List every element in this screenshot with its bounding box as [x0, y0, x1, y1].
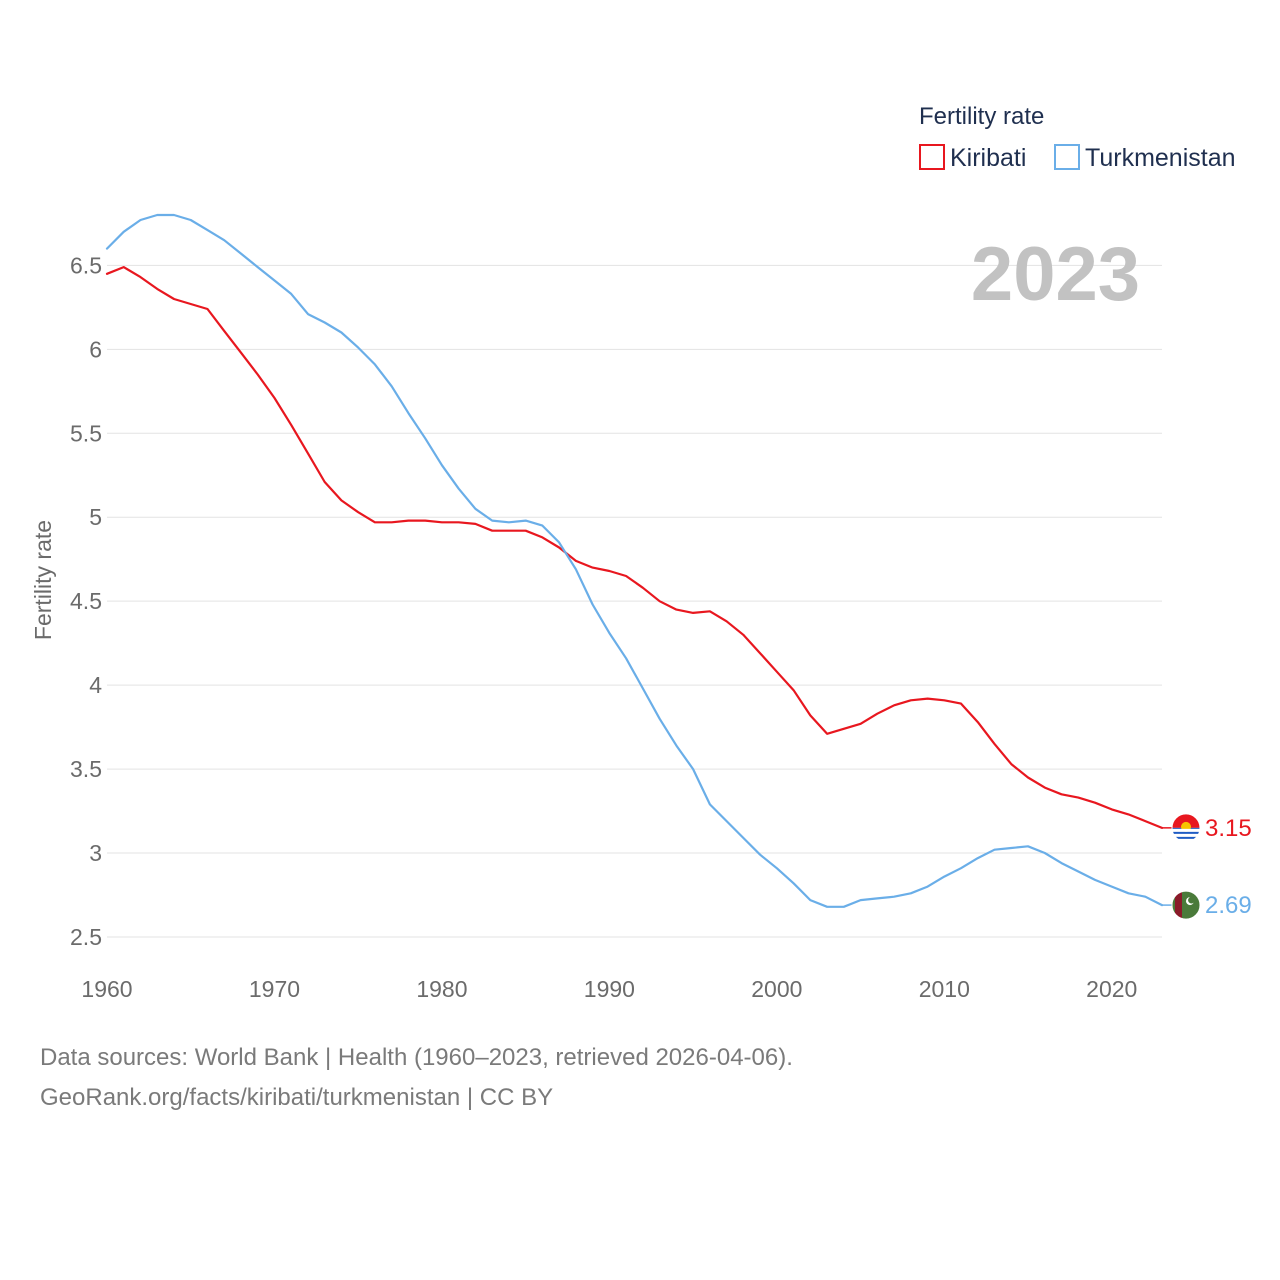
end-label-layer: 3.15 2.69 — [1162, 813, 1252, 920]
series-line-kiribati[interactable] — [105, 266, 1164, 830]
y-tick-label: 3 — [89, 840, 102, 866]
y-axis-label: Fertility rate — [30, 520, 56, 640]
legend-title: Fertility rate — [919, 103, 1044, 130]
y-tick-label: 5.5 — [70, 420, 102, 446]
x-tick-label: 2020 — [1086, 976, 1137, 1002]
turkmenistan-flag-icon — [1171, 890, 1201, 920]
legend-item-kiribati[interactable]: Kiribati — [919, 144, 1026, 172]
end-value-label-kiribati: 3.15 — [1205, 815, 1252, 842]
y-tick-label: 6 — [89, 336, 102, 362]
series-layer — [105, 213, 1164, 908]
legend-swatch-turkmenistan — [1054, 144, 1080, 170]
end-value-label-turkmenistan: 2.69 — [1205, 892, 1252, 919]
legend-swatch-kiribati — [919, 144, 945, 170]
x-tick-label: 1980 — [416, 976, 467, 1002]
legend-label-kiribati: Kiribati — [950, 144, 1026, 172]
series-line-turkmenistan[interactable] — [105, 213, 1164, 908]
y-tick-label: 2.5 — [70, 924, 102, 950]
x-tick-label: 1970 — [249, 976, 300, 1002]
kiribati-flag-icon — [1171, 813, 1201, 843]
y-tick-label: 4 — [89, 672, 102, 698]
y-tick-label: 6.5 — [70, 252, 102, 278]
grid-layer — [107, 264, 1162, 938]
x-tick-label: 1960 — [81, 976, 132, 1002]
x-tick-label: 2000 — [751, 976, 802, 1002]
legend-label-turkmenistan: Turkmenistan — [1085, 144, 1236, 172]
y-tick-label: 5 — [89, 504, 102, 530]
footer-link[interactable]: GeoRank.org/facts/kiribati/turkmenistan … — [40, 1084, 554, 1111]
year-label: 2023 — [971, 232, 1140, 317]
legend-item-turkmenistan[interactable]: Turkmenistan — [1054, 144, 1236, 172]
x-tick-label: 1990 — [584, 976, 635, 1002]
legend: Fertility rate Kiribati Turkmenistan — [919, 103, 1236, 172]
x-tick-label: 2010 — [919, 976, 970, 1002]
footer-source: Data sources: World Bank | Health (1960–… — [40, 1044, 793, 1071]
y-tick-label: 3.5 — [70, 756, 102, 782]
y-tick-label: 4.5 — [70, 588, 102, 614]
tick-layer: 2.5 3 3.5 4 4.5 5 5.5 6 6.5 1960 1970 1980 1990 2000 2… — [70, 252, 1137, 1002]
